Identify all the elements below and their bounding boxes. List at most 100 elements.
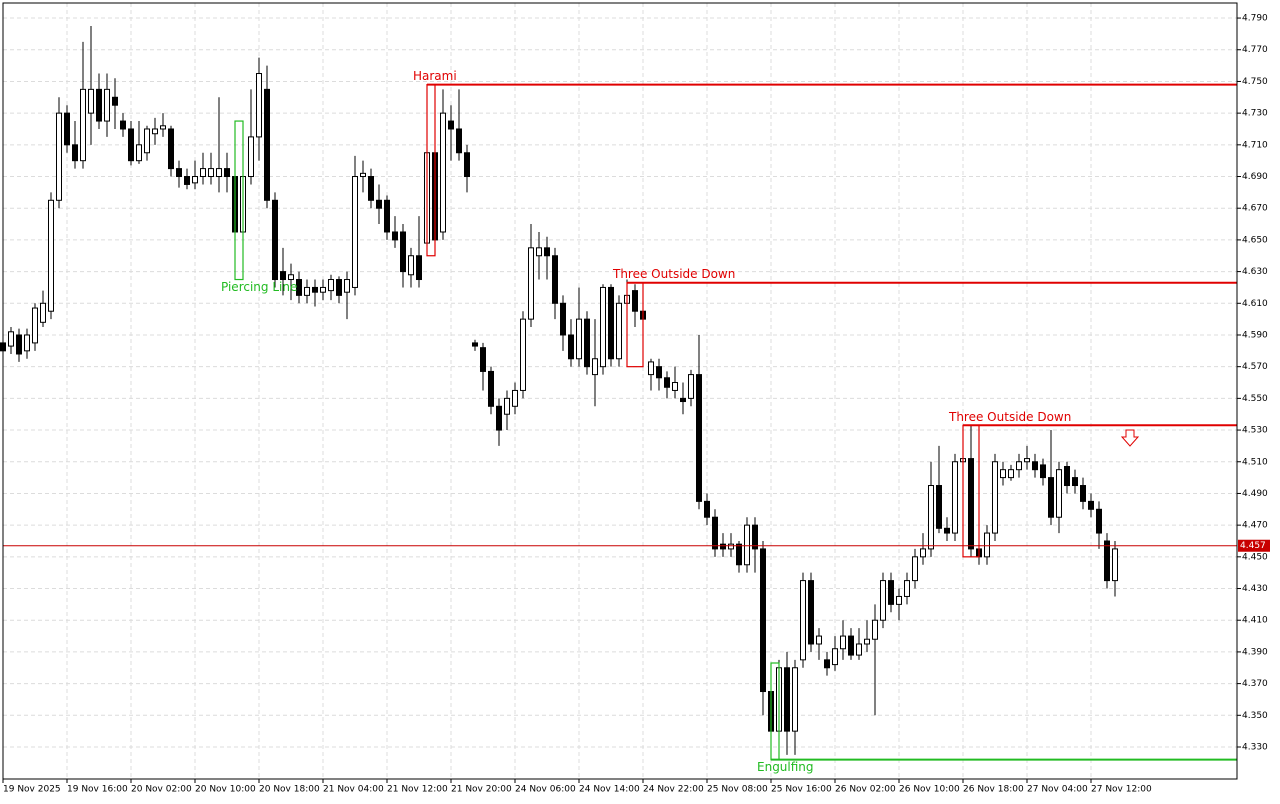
candle-body — [160, 125, 166, 130]
candle-body — [904, 580, 910, 597]
y-tick-label: 4.550 — [1242, 394, 1268, 404]
candle-body — [920, 548, 926, 558]
candle-body — [168, 128, 174, 170]
candle-body — [280, 271, 286, 281]
candle-body — [1056, 469, 1062, 518]
candle-body — [680, 397, 686, 403]
candle-body — [192, 176, 198, 184]
candle-body — [520, 318, 526, 391]
candle-body — [848, 635, 854, 656]
candle-body — [664, 377, 670, 388]
y-tick-label: 4.510 — [1242, 457, 1268, 467]
candle-body — [728, 543, 734, 550]
y-tick-label: 4.670 — [1242, 204, 1268, 214]
candle-body — [1048, 477, 1054, 518]
candle-body — [184, 176, 190, 185]
candle-body — [24, 334, 30, 352]
price-tag — [1238, 539, 1270, 552]
y-tick-label: 4.790 — [1242, 14, 1268, 24]
candle-body — [352, 176, 358, 288]
candle-body — [104, 88, 110, 122]
y-tick-label: 4.390 — [1242, 647, 1268, 657]
candle-body — [632, 290, 638, 312]
candle-body — [856, 643, 862, 656]
candle-body — [360, 172, 366, 178]
y-tick-label: 4.730 — [1242, 109, 1268, 119]
candle-body — [752, 524, 758, 550]
y-tick-label: 4.490 — [1242, 489, 1268, 499]
x-tick-label: 19 Nov 16:00 — [67, 785, 128, 795]
x-tick-label: 25 Nov 08:00 — [707, 785, 768, 795]
candle-body — [208, 168, 214, 178]
y-tick-label: 4.430 — [1242, 584, 1268, 594]
candle-body — [608, 286, 614, 360]
candle-body — [832, 648, 838, 666]
y-tick-label: 4.650 — [1242, 235, 1268, 245]
candle-body — [416, 255, 422, 281]
x-tick-label: 21 Nov 12:00 — [387, 785, 448, 795]
candle-body — [888, 580, 894, 605]
candle-body — [64, 112, 70, 146]
candle-body — [872, 619, 878, 640]
candle-body — [120, 120, 126, 130]
candle-body — [824, 659, 830, 669]
candle-body — [672, 382, 678, 391]
candle-body — [1032, 461, 1038, 471]
candle-body — [440, 112, 446, 233]
candle-body — [616, 302, 622, 360]
candle-body — [328, 279, 334, 292]
candle-body — [1040, 464, 1046, 479]
candle-body — [376, 199, 382, 209]
candle-body — [736, 543, 742, 566]
grid — [3, 3, 1237, 779]
candle-body — [544, 247, 550, 257]
candle-body — [784, 667, 790, 732]
x-tick-label: 21 Nov 04:00 — [323, 785, 384, 795]
candle-body — [912, 556, 918, 582]
x-tick-label: 20 Nov 18:00 — [259, 785, 320, 795]
y-tick-label: 4.470 — [1242, 521, 1268, 531]
candle-body — [720, 543, 726, 550]
y-tick-label: 4.770 — [1242, 45, 1268, 55]
x-tick-label: 20 Nov 10:00 — [195, 785, 256, 795]
candle-body — [392, 231, 398, 241]
x-tick-label: 25 Nov 16:00 — [771, 785, 832, 795]
candle-body — [256, 73, 262, 138]
candle-body — [696, 374, 702, 502]
candle-body — [648, 361, 654, 376]
candle-body — [560, 302, 566, 336]
x-tick-label: 20 Nov 02:00 — [131, 785, 192, 795]
candle-body — [408, 255, 414, 276]
candle-body — [472, 342, 478, 347]
candle-body — [200, 168, 206, 178]
candle-body — [464, 152, 470, 178]
candle-body — [952, 461, 958, 534]
candle-body — [576, 318, 582, 360]
candle-body — [1096, 508, 1102, 534]
candle-body — [1000, 469, 1006, 479]
candle-body — [936, 485, 942, 529]
y-tick-label: 4.450 — [1242, 552, 1268, 562]
candle-body — [600, 286, 606, 368]
candle-body — [656, 366, 662, 379]
candle-body — [40, 302, 46, 323]
candle-body — [840, 635, 846, 650]
candle-body — [304, 286, 310, 296]
candle-body — [800, 580, 806, 661]
candle-body — [272, 199, 278, 281]
candle-body — [504, 397, 510, 415]
candle-body — [1016, 461, 1022, 471]
candle-body — [368, 176, 374, 201]
candle-body — [72, 144, 78, 162]
candle-body — [224, 168, 230, 178]
pattern-label: Harami — [413, 69, 457, 83]
candle-body — [144, 128, 150, 154]
y-tick-label: 4.330 — [1242, 742, 1268, 752]
candle-body — [344, 279, 350, 293]
candle-body — [1112, 548, 1118, 582]
candle-body — [992, 461, 998, 534]
y-tick-label: 4.370 — [1242, 679, 1268, 689]
candle-body — [32, 307, 38, 344]
